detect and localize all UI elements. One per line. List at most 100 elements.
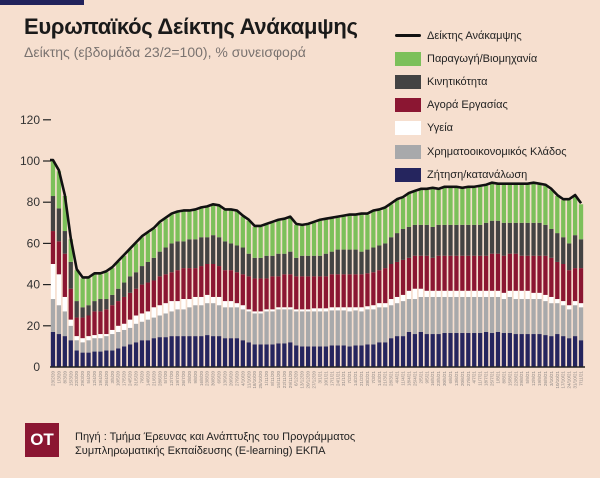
bar-segment [104, 336, 109, 351]
bar-segment [483, 290, 489, 297]
bar-segment [133, 323, 139, 343]
bar-segment [175, 270, 180, 302]
bar-segment [122, 323, 127, 330]
bar-segment [311, 308, 317, 312]
x-tick-label: 14/2/21 [353, 371, 358, 387]
bar-segment [116, 301, 121, 326]
bar-segment [329, 310, 334, 346]
bar-segment [436, 290, 441, 297]
bar-segment [323, 346, 329, 367]
bar-segment [489, 253, 495, 291]
bar-segment [561, 237, 566, 264]
bar-segment [270, 255, 275, 277]
bar-segment [187, 299, 192, 308]
bar-segment [216, 206, 222, 238]
bar-segment [98, 274, 103, 300]
bar-segment [501, 292, 507, 300]
bar-segment [412, 299, 418, 335]
bar-segment [92, 301, 97, 312]
bar-segment [389, 338, 394, 367]
bar-segment [466, 255, 471, 291]
bar-segment [181, 211, 186, 242]
bar-segment [495, 290, 501, 297]
bar-segment [483, 222, 489, 256]
bar-segment [525, 290, 530, 300]
bar-segment [80, 338, 85, 343]
bar-segment [519, 184, 524, 223]
bar-segment [394, 336, 400, 367]
bar-segment [258, 226, 263, 258]
bar-segment [531, 222, 536, 256]
bar-segment [412, 191, 418, 225]
bar-segment [531, 334, 536, 367]
bar-segment [86, 340, 91, 353]
bar-segment [507, 290, 512, 297]
bar-segment [68, 288, 73, 320]
bar-segment [365, 309, 370, 345]
y-tick-label: 40 [27, 278, 41, 292]
y-tick-label: 80 [27, 195, 41, 209]
bar-segment [92, 338, 97, 352]
bar-segment [163, 313, 168, 338]
bar-segment [288, 307, 293, 310]
bar-segment [335, 345, 340, 367]
bar-segment [50, 331, 56, 367]
bar-segment [335, 307, 340, 311]
bar-segment [436, 189, 441, 225]
bar-segment [157, 337, 162, 367]
bar-segment [276, 309, 281, 344]
bar-segment [353, 345, 358, 367]
bar-segment [300, 276, 305, 310]
bar-segment [92, 311, 97, 336]
x-tick-label: 18/10/20 [252, 371, 257, 389]
bar-segment [216, 305, 222, 337]
bar-segment [127, 344, 133, 367]
bar-segment [258, 311, 263, 314]
bar-segment [288, 217, 293, 252]
bar-segment [240, 274, 245, 306]
bar-segment [270, 309, 275, 312]
x-tick-label: 14/6/20 [145, 371, 150, 387]
bar-segment [270, 222, 275, 256]
bar-segment [175, 301, 180, 310]
bar-segment [116, 348, 121, 367]
bar-segment [365, 273, 370, 307]
bar-segment [472, 255, 477, 291]
bar-segment [80, 307, 85, 318]
bar-segment [531, 299, 536, 335]
bar-segment [400, 294, 406, 302]
bar-segment [110, 294, 115, 306]
bar-segment [104, 299, 109, 310]
bar-segment [252, 311, 257, 314]
x-tick-label: 5/4/20 [86, 371, 91, 384]
bar-segment [317, 255, 323, 277]
bar-segment [389, 264, 394, 300]
bar-segment [454, 296, 459, 334]
bar-segment [353, 215, 358, 250]
bar-segment [341, 216, 346, 250]
bar-segment [430, 290, 435, 297]
bar-segment [234, 307, 240, 339]
bar-segment [151, 317, 156, 339]
bar-segment [507, 222, 512, 254]
bar-segment [311, 255, 317, 277]
bar-segment [246, 220, 251, 254]
bar-segment [264, 344, 269, 367]
bar-segment [133, 342, 139, 367]
bar-segment [572, 196, 578, 236]
bar-segment [507, 184, 512, 223]
bar-segment [383, 307, 388, 343]
x-tick-label: 14/3/21 [377, 371, 382, 387]
bar-segment [252, 257, 257, 279]
bar-segment [537, 222, 542, 256]
bar-segment [294, 257, 299, 277]
bar-segment [199, 305, 204, 337]
bar-segment [567, 200, 572, 244]
x-tick-label: 11/4/21 [401, 371, 406, 386]
bar-segment [187, 268, 192, 300]
bar-segment [270, 276, 275, 310]
bar-segment [252, 313, 257, 345]
bar-segment [448, 255, 453, 291]
bar-segment [282, 274, 287, 308]
bar-segment [549, 228, 554, 258]
